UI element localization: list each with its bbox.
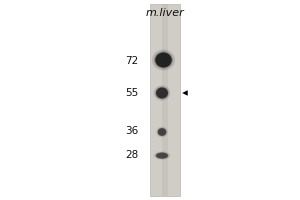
Bar <box>150 4 180 196</box>
Ellipse shape <box>156 127 168 137</box>
Text: m.liver: m.liver <box>146 8 184 18</box>
Ellipse shape <box>155 52 172 68</box>
Ellipse shape <box>152 49 175 71</box>
Ellipse shape <box>158 128 166 136</box>
Ellipse shape <box>154 85 170 101</box>
Text: 55: 55 <box>125 88 138 98</box>
Ellipse shape <box>156 153 168 159</box>
Bar <box>162 4 168 196</box>
Ellipse shape <box>154 51 173 69</box>
Text: 28: 28 <box>125 150 138 160</box>
Ellipse shape <box>157 128 167 136</box>
Ellipse shape <box>155 87 169 99</box>
Ellipse shape <box>155 152 169 159</box>
Ellipse shape <box>154 151 170 160</box>
Text: 36: 36 <box>125 126 138 136</box>
Ellipse shape <box>156 88 168 98</box>
Text: 72: 72 <box>125 56 138 66</box>
